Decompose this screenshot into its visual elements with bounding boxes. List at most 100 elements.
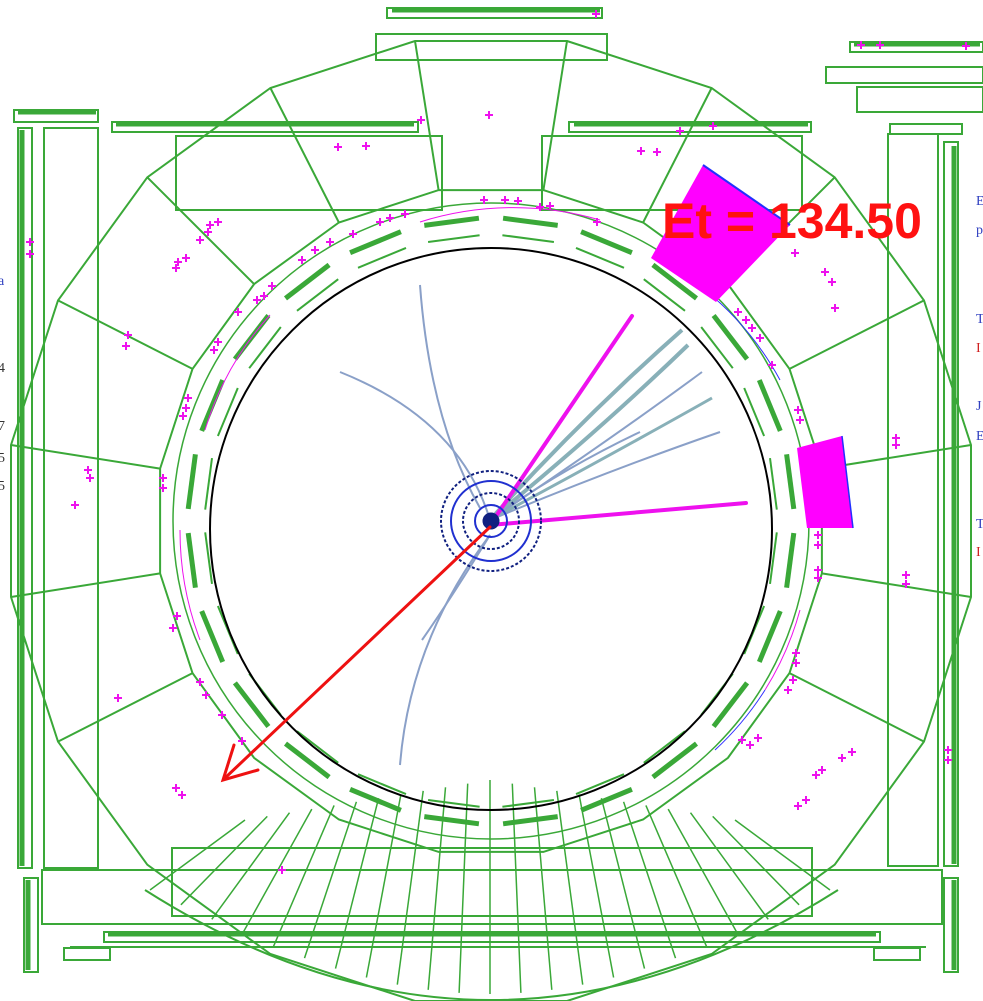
inner-calorimeter-segment <box>185 532 198 589</box>
hit-marker <box>814 566 822 574</box>
top-right-box-2 <box>856 86 983 113</box>
left-margin-text: a 4 7 5 5 <box>0 274 5 494</box>
hit-marker <box>892 434 900 442</box>
fan-spoke <box>365 794 402 978</box>
hit-marker <box>26 238 34 246</box>
inner-calorimeter-segment <box>502 215 559 228</box>
hit-marker <box>349 230 357 238</box>
inner-calorimeter-segment-thin <box>204 457 213 510</box>
hit-marker <box>386 214 394 222</box>
right-margin-char: I <box>976 545 981 560</box>
hit-marker <box>196 236 204 244</box>
hit-marker <box>814 574 822 582</box>
inner-calorimeter-segment-thin <box>743 387 766 437</box>
right-margin-char: p <box>976 223 983 238</box>
inner-calorimeter-segment <box>283 262 331 301</box>
missing-et-head <box>220 743 260 783</box>
top-box <box>375 33 608 61</box>
fan-spoke <box>180 815 268 906</box>
thin-arc-right-low-2 <box>714 689 766 751</box>
hit-marker <box>593 218 601 226</box>
hit-marker <box>182 404 190 412</box>
hit-marker <box>738 736 746 744</box>
fan-spoke <box>533 787 553 990</box>
thick-bars <box>18 7 980 970</box>
hit-marker <box>298 256 306 264</box>
detector-frame <box>13 7 983 973</box>
hit-marker <box>501 196 509 204</box>
fan-spoke <box>712 815 800 906</box>
hit-marker <box>536 203 544 211</box>
inner-calorimeter-segment-thin <box>502 234 555 243</box>
fan-spoke <box>334 797 380 969</box>
track-7 <box>489 431 641 521</box>
fan-spoke <box>396 790 424 985</box>
hit-marker <box>754 734 762 742</box>
hit-marker <box>206 221 214 229</box>
right-column-inner <box>887 133 939 867</box>
vertex-ring-1 <box>440 470 542 572</box>
inner-calorimeter-segment <box>423 814 480 827</box>
inner-calorimeter-segment-thin <box>769 457 778 510</box>
hit-marker <box>86 474 94 482</box>
hit-marker <box>417 116 425 124</box>
fan-spoke <box>556 790 584 985</box>
hit-marker <box>962 42 970 50</box>
hit-marker <box>485 111 493 119</box>
hit-marker <box>944 746 952 754</box>
hit-marker <box>794 406 802 414</box>
thin-arc-right-low <box>764 609 801 691</box>
inner-calorimeter-segment <box>580 229 633 256</box>
inner-calorimeter-segment <box>199 379 226 432</box>
fan-spoke <box>578 794 615 978</box>
hit-marker <box>637 147 645 155</box>
calorimeter <box>10 40 972 1001</box>
right-cap <box>889 123 963 135</box>
energy-tower-1 <box>651 165 790 302</box>
fan-spoke <box>667 808 738 934</box>
hit-marker <box>794 802 802 810</box>
hit-marker <box>182 254 190 262</box>
hit-marker <box>179 412 187 420</box>
hit-marker <box>784 686 792 694</box>
thin-arc-top <box>419 207 601 223</box>
inner-calorimeter-segment-thin <box>216 387 239 437</box>
energy-deposits <box>651 164 854 529</box>
middle-calorimeter-boundary <box>159 189 823 853</box>
calorimeter-spoke <box>642 87 713 223</box>
solenoid-ring <box>209 247 773 811</box>
fan-arc <box>144 889 839 1001</box>
bottom-left-pad <box>63 947 111 961</box>
hit-marker <box>362 142 370 150</box>
hit-marker <box>756 334 764 342</box>
hit-marker <box>202 691 210 699</box>
left-margin-char: 4 <box>0 361 5 376</box>
hit-marker <box>902 580 910 588</box>
calorimeter-spoke <box>414 40 440 191</box>
inner-calorimeter-segment <box>784 453 797 510</box>
hit-marker <box>26 250 34 258</box>
leptons <box>488 314 748 527</box>
hit-marker <box>742 316 750 324</box>
track-9 <box>399 534 491 766</box>
fan-spoke <box>242 808 313 934</box>
hit-marker <box>196 678 204 686</box>
inner-calorimeter-segment <box>711 313 750 361</box>
hit-marker <box>814 531 822 539</box>
hit-marker <box>514 197 522 205</box>
calorimeter-spoke <box>10 572 161 598</box>
calorimeter-spoke <box>10 444 161 470</box>
inner-calorimeter-segment <box>349 229 402 256</box>
hit-marker <box>159 484 167 492</box>
inner-calorimeter-segment <box>756 379 783 432</box>
fan-spoke <box>211 812 291 920</box>
hit-marker <box>796 416 804 424</box>
hit-marker <box>768 361 776 369</box>
hit-marker <box>802 796 810 804</box>
outer-calorimeter-boundary <box>10 40 972 1001</box>
track-6 <box>489 431 721 521</box>
fan-spoke <box>303 801 358 959</box>
inner-calorimeter-segment <box>502 814 559 827</box>
energy-tower-1-edge <box>702 164 791 226</box>
